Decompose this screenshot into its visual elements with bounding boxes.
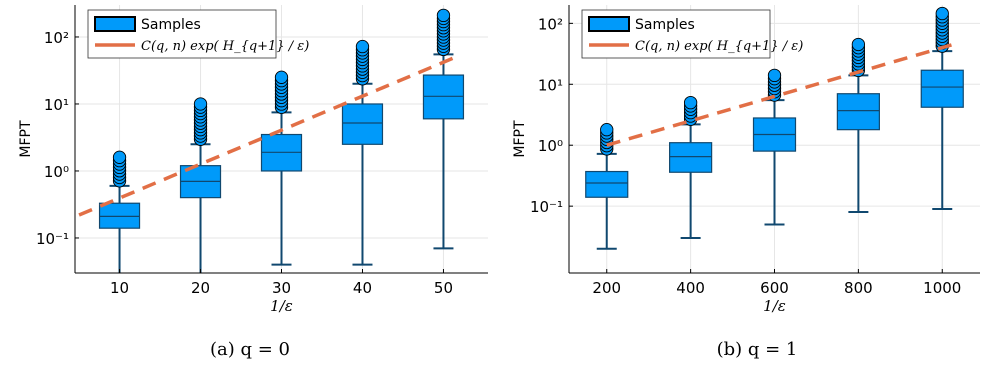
y-tick-label: 10²: [538, 15, 563, 33]
outlier-point: [767, 68, 782, 83]
y-tick-label: 10¹: [538, 76, 563, 94]
box-body: [669, 142, 713, 173]
legend-label-samples: Samples: [635, 17, 695, 33]
x-tick-label: 600: [760, 279, 789, 297]
y-tick-label: 10⁰: [44, 163, 69, 181]
box-body: [341, 103, 384, 145]
x-tick-label: 20: [191, 279, 210, 297]
panel-a: 10 20 30 40 50 10⁻¹ 10⁰ 10¹ 10² 1/ε MFPT Samples C(q…: [18, 5, 488, 360]
y-axis-label: MFPT: [512, 120, 528, 158]
x-tick-label: 200: [592, 279, 621, 297]
box-0: [585, 123, 629, 250]
legend-swatch-samples: [588, 16, 630, 32]
outlier-point: [600, 123, 614, 137]
outlier-point: [355, 39, 370, 54]
x-tick-label: 10: [110, 279, 129, 297]
box-0: [98, 150, 141, 273]
fit-line: [606, 41, 960, 147]
outlier-point: [935, 6, 949, 21]
x-tick-label: 1000: [923, 279, 961, 297]
box-body: [836, 93, 880, 131]
legend-label-fit: C(q, n) exp( H_{q+1} / ε): [635, 39, 803, 54]
box-3: [341, 39, 384, 266]
box-body: [98, 202, 141, 229]
box-3: [836, 37, 880, 214]
box-2: [260, 70, 303, 266]
legend-label-samples: Samples: [141, 17, 201, 33]
box-4: [920, 6, 964, 210]
box-4: [422, 8, 465, 250]
plot-area: [585, 6, 964, 250]
x-tick-label: 400: [676, 279, 705, 297]
x-axis-label: 1/ε: [270, 297, 293, 315]
panel-caption: (b) q = 1: [717, 339, 798, 360]
outlier-point: [274, 70, 289, 84]
outlier-point: [683, 95, 698, 110]
box-body: [422, 74, 465, 120]
y-tick-label: 10⁻¹: [36, 230, 69, 248]
legend-swatch-samples: [94, 16, 136, 32]
y-axis-label: MFPT: [18, 120, 34, 158]
plot-area: [78, 8, 465, 273]
legend: Samples C(q, n) exp( H_{q+1} / ε): [581, 9, 803, 59]
outlier-point: [851, 37, 866, 52]
y-tick-label: 10²: [44, 29, 69, 47]
y-tick-label: 10⁻¹: [530, 198, 563, 216]
legend: Samples C(q, n) exp( H_{q+1} / ε): [87, 9, 309, 59]
panel-caption: (a) q = 0: [210, 339, 290, 360]
y-tick-label: 10⁰: [538, 137, 563, 155]
box-body: [920, 69, 964, 108]
x-tick-label: 800: [844, 279, 873, 297]
x-tick-label: 30: [272, 279, 291, 297]
outlier-point: [112, 150, 127, 164]
x-tick-label: 40: [353, 279, 372, 297]
y-tick-label: 10¹: [44, 96, 69, 114]
outlier-point: [436, 8, 451, 23]
box-1: [669, 95, 713, 240]
panel-b: 200 400 600 800 1000 10⁻¹ 10⁰ 10¹ 10² 1/ε MFPT Samp…: [512, 5, 980, 360]
legend-label-fit: C(q, n) exp( H_{q+1} / ε): [141, 39, 309, 54]
outlier-point: [193, 97, 208, 111]
x-axis-label: 1/ε: [763, 297, 786, 315]
box-1: [179, 97, 222, 273]
box-body: [585, 170, 629, 198]
x-tick-label: 50: [434, 279, 453, 297]
